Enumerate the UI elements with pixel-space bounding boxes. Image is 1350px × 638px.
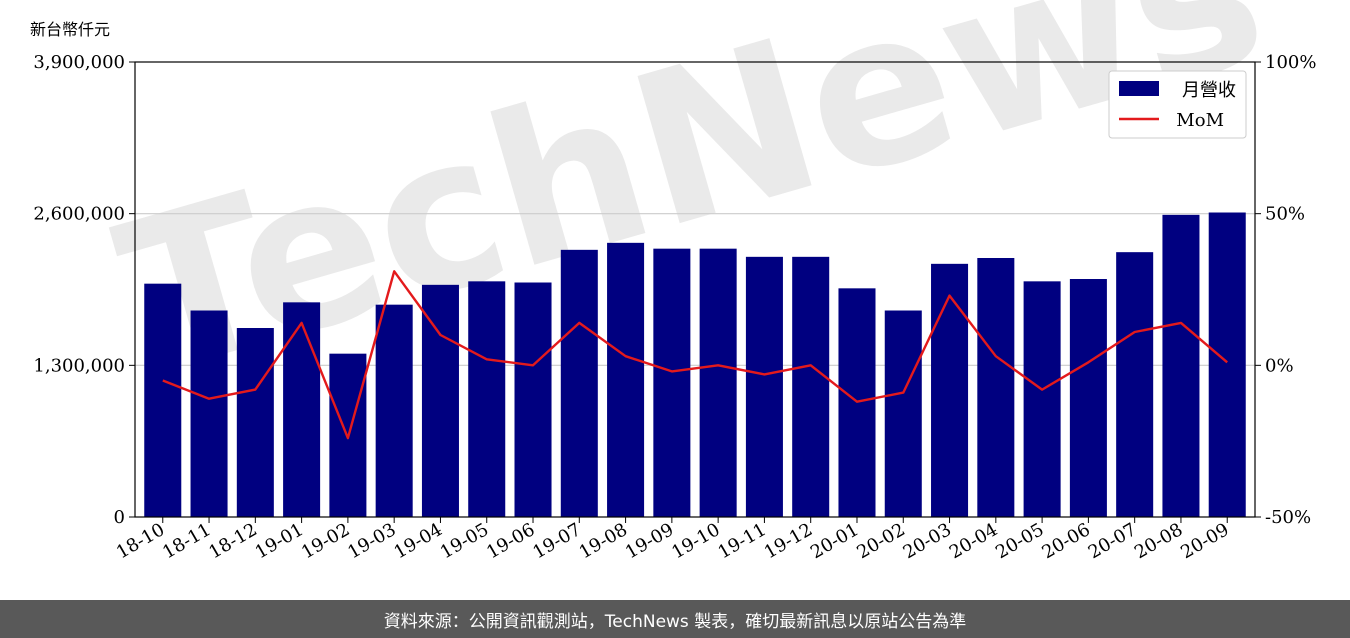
bar xyxy=(375,304,413,517)
y-left-tick-label: 2,600,000 xyxy=(33,204,125,225)
legend-label-mom: MoM xyxy=(1176,110,1224,131)
bar xyxy=(607,242,645,518)
x-tick-label: 19-12 xyxy=(761,519,816,563)
bar xyxy=(1162,214,1200,518)
x-tick-label: 20-05 xyxy=(992,519,1047,563)
unit-label: 新台幣仟元 xyxy=(30,20,111,39)
y-right-tick-label: 100% xyxy=(1265,52,1316,73)
x-tick-label: 19-11 xyxy=(714,519,769,563)
x-tick-label: 20-07 xyxy=(1085,519,1140,563)
x-tick-label: 19-05 xyxy=(437,519,492,563)
bar xyxy=(236,328,274,517)
bar xyxy=(1208,212,1246,517)
y-axis-right: -50% 0% 50% 100% xyxy=(1255,52,1316,528)
x-tick-label: 19-07 xyxy=(529,519,584,563)
bar xyxy=(745,256,783,517)
x-tick-label: 19-03 xyxy=(344,519,399,563)
grid-lines xyxy=(135,213,1255,366)
mom-line xyxy=(162,270,1228,440)
bar xyxy=(1116,252,1154,517)
bar xyxy=(421,284,459,517)
source-footer: 資料來源：公開資訊觀測站，TechNews 製表，確切最新訊息以原站公告為準 xyxy=(0,600,1350,638)
x-axis: 18-1018-1118-1219-0119-0219-0319-0419-05… xyxy=(113,517,1233,563)
y-right-tick-label: -50% xyxy=(1265,507,1311,528)
x-tick-label: 20-09 xyxy=(1177,519,1232,563)
y-right-tick-label: 50% xyxy=(1265,204,1305,225)
x-tick-label: 20-03 xyxy=(900,519,955,563)
bar xyxy=(653,248,691,517)
bar xyxy=(514,282,552,517)
x-tick-label: 19-09 xyxy=(622,519,677,563)
bar xyxy=(144,283,182,517)
x-tick-label: 20-02 xyxy=(853,519,908,563)
x-tick-label: 19-10 xyxy=(668,519,723,563)
x-tick-label: 20-06 xyxy=(1038,519,1093,563)
x-tick-label: 20-08 xyxy=(1131,519,1186,563)
bar xyxy=(283,302,321,517)
legend-label-revenue: 月營收 xyxy=(1182,80,1236,101)
y-axis-left: 0 1,300,000 2,600,000 3,900,000 xyxy=(33,52,135,528)
bar xyxy=(792,256,830,517)
bar xyxy=(468,281,506,517)
bar xyxy=(977,258,1015,517)
footer-text: 資料來源：公開資訊觀測站，TechNews 製表，確切最新訊息以原站公告為準 xyxy=(383,611,967,632)
bar xyxy=(1023,281,1061,517)
bar-series xyxy=(144,212,1246,518)
y-right-tick-label: 0% xyxy=(1265,355,1294,376)
plot-frame xyxy=(134,61,1256,518)
x-tick-label: 18-11 xyxy=(159,519,214,563)
mom-line-series xyxy=(162,270,1228,440)
y-left-tick-label: 3,900,000 xyxy=(33,52,125,73)
x-tick-label: 19-08 xyxy=(576,519,631,563)
x-tick-label: 20-01 xyxy=(807,519,862,563)
bar xyxy=(560,249,598,518)
bar xyxy=(1069,279,1107,517)
x-tick-label: 18-12 xyxy=(205,519,260,563)
bar xyxy=(699,248,737,517)
legend-swatch-bar xyxy=(1119,81,1159,96)
x-tick-label: 19-04 xyxy=(391,519,446,563)
bar xyxy=(884,310,922,517)
bar xyxy=(931,263,969,517)
x-tick-label: 19-02 xyxy=(298,519,353,563)
bar xyxy=(190,310,228,517)
y-left-tick-label: 1,300,000 xyxy=(33,355,125,376)
x-tick-label: 19-06 xyxy=(483,519,538,563)
legend: 月營收 MoM xyxy=(1108,70,1247,139)
x-tick-label: 20-04 xyxy=(946,519,1001,563)
x-tick-label: 19-01 xyxy=(252,519,307,563)
y-left-tick-label: 0 xyxy=(114,507,125,528)
